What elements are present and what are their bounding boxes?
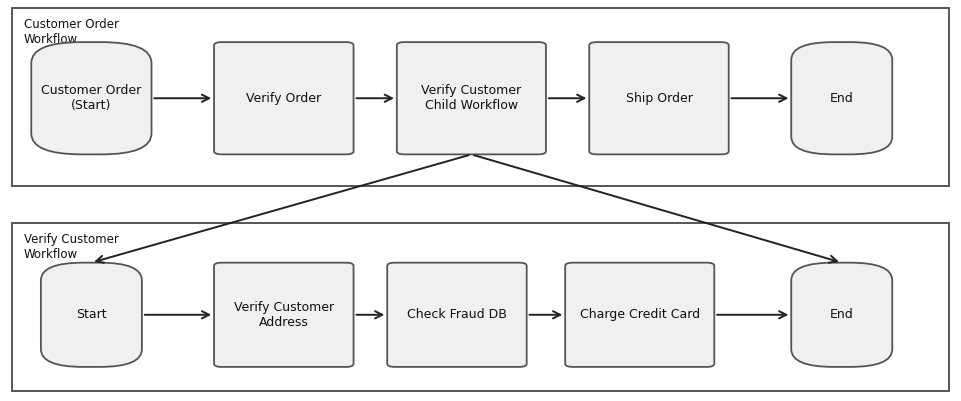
FancyBboxPatch shape — [386, 263, 527, 367]
Text: Start: Start — [76, 308, 107, 321]
FancyBboxPatch shape — [12, 8, 948, 186]
FancyBboxPatch shape — [213, 263, 353, 367]
FancyBboxPatch shape — [588, 42, 728, 154]
FancyBboxPatch shape — [396, 42, 546, 154]
Text: Customer Order
(Start): Customer Order (Start) — [41, 84, 141, 112]
Text: Charge Credit Card: Charge Credit Card — [579, 308, 699, 321]
Text: End: End — [829, 308, 852, 321]
Text: End: End — [829, 92, 852, 105]
FancyBboxPatch shape — [790, 263, 891, 367]
FancyBboxPatch shape — [40, 263, 142, 367]
FancyBboxPatch shape — [12, 223, 948, 391]
Text: Verify Customer
Child Workflow: Verify Customer Child Workflow — [421, 84, 521, 112]
Text: Ship Order: Ship Order — [625, 92, 692, 105]
Text: Verify Customer
Workflow: Verify Customer Workflow — [24, 233, 119, 261]
Text: Verify Order: Verify Order — [246, 92, 321, 105]
FancyBboxPatch shape — [213, 42, 353, 154]
Text: Check Fraud DB: Check Fraud DB — [407, 308, 506, 321]
FancyBboxPatch shape — [565, 263, 713, 367]
FancyBboxPatch shape — [790, 42, 891, 154]
Text: Verify Customer
Address: Verify Customer Address — [234, 301, 333, 329]
FancyBboxPatch shape — [31, 42, 152, 154]
Text: Customer Order
Workflow: Customer Order Workflow — [24, 18, 119, 46]
